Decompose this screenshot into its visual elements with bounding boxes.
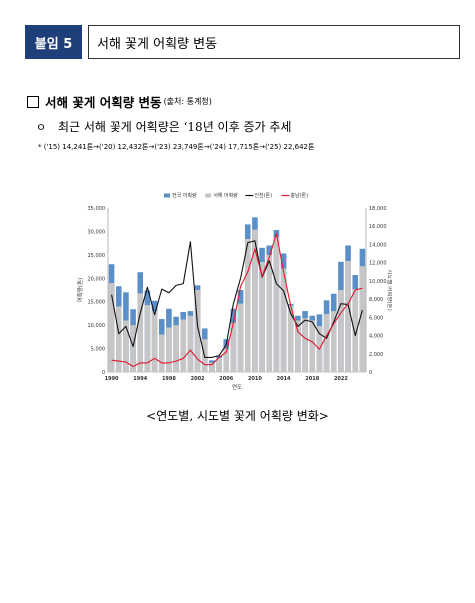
series-line — [111, 240, 363, 358]
bar-2004 — [209, 362, 215, 372]
bar-1993 — [130, 325, 136, 372]
series-line — [111, 232, 363, 368]
bar-2023 — [345, 260, 351, 372]
y-tick-label: 30,000 — [88, 229, 106, 235]
y-tick-label: 10,000 — [88, 323, 106, 329]
bar-2017 — [302, 318, 308, 372]
legend-label: 전국 어획량 — [172, 192, 197, 199]
bar-2009 — [244, 238, 251, 372]
y2-tick-label: 6,000 — [369, 315, 383, 321]
catch-volume-chart: 0 5,000 10,000 15,000 20,000 25,000 30,000 35,0… — [76, 192, 392, 391]
legend-label: 충남(톤) — [290, 192, 308, 199]
checkbox-square-icon — [27, 95, 39, 108]
x-tick-label: 1998 — [162, 376, 176, 382]
legend-swatch — [205, 193, 212, 198]
bar-2015 — [287, 305, 294, 372]
y2-tick-label: 2,000 — [369, 352, 383, 358]
figure-caption: <연도별, 시도별 꽃게 어획량 변화> — [146, 409, 329, 423]
legend-label: 인천(톤) — [254, 192, 272, 199]
bar-1991 — [115, 306, 122, 372]
bar-1990 — [108, 282, 115, 372]
bar-2002 — [194, 290, 201, 372]
y2-tick-label: 14,000 — [369, 242, 387, 248]
y2-tick-label: 18,000 — [369, 206, 387, 212]
bar-1995 — [144, 304, 151, 372]
x-tick-label: 1994 — [133, 376, 147, 382]
bar-2025 — [359, 266, 366, 372]
bar-1992 — [123, 320, 129, 372]
x-tick-label: 2014 — [277, 376, 291, 382]
bar-2005 — [216, 357, 222, 372]
bar-2013 — [273, 237, 280, 372]
bar-2016 — [295, 320, 301, 372]
bar-1994 — [137, 293, 144, 372]
bar-2022 — [338, 290, 344, 372]
bar-2008 — [237, 303, 244, 372]
y-tick-label: 20,000 — [88, 276, 106, 282]
legend-swatch — [164, 193, 170, 198]
y2-tick-label: 16,000 — [369, 224, 387, 230]
bar-2007 — [230, 322, 237, 372]
y2-tick-label: 4,000 — [369, 334, 383, 340]
x-tick-label: 2002 — [191, 376, 205, 382]
y2-axis-label: 시도별 어획량(톤) — [386, 269, 392, 310]
y-tick-label: 0 — [102, 370, 105, 376]
bar-2014 — [280, 268, 287, 372]
y2-tick-label: 12,000 — [369, 261, 387, 267]
y2-tick-label: 0 — [369, 370, 372, 376]
bar-2012 — [266, 254, 273, 372]
bar-2006 — [223, 348, 230, 372]
y2-tick-label: 8,000 — [369, 297, 383, 303]
bullet-point: ㅇ 최근 서해 꽃게 어획량은 ‘18년 이후 증가 추세 — [36, 118, 291, 135]
y-tick-label: 15,000 — [88, 300, 106, 306]
section-source: (출처: 통계청) — [163, 97, 212, 106]
y2-tick-label: 10,000 — [369, 279, 387, 285]
y-tick-label: 25,000 — [88, 253, 106, 259]
bullet-text: 최근 서해 꽃게 어획량은 ‘18년 이후 증가 추세 — [57, 120, 292, 134]
bar-2018 — [309, 320, 316, 372]
section-title: 서해 꽃게 어획량 변동 — [45, 95, 162, 110]
bar-2021 — [330, 311, 337, 372]
bar-1997 — [158, 334, 165, 372]
bar-1996 — [151, 311, 158, 372]
bar-2024 — [352, 289, 359, 372]
bar-1999 — [173, 325, 179, 372]
appendix-number-badge: 붙임 5 — [25, 25, 82, 59]
x-tick-label: 2018 — [305, 376, 319, 382]
bullet-marker: ㅇ — [36, 121, 47, 134]
bar-1998 — [166, 327, 172, 372]
x-tick-label: 2006 — [219, 376, 233, 382]
x-tick-label: 2022 — [334, 376, 348, 382]
legend-label: 서해 어획량 — [213, 192, 238, 199]
x-tick-label: 1990 — [105, 376, 119, 382]
y-axis-label: 어획량(톤) — [76, 278, 84, 303]
bar-2020 — [323, 313, 330, 372]
bar-2001 — [187, 315, 194, 372]
y-tick-label: 5,000 — [91, 347, 105, 353]
y-tick-label: 35,000 — [88, 206, 106, 212]
bar-2011 — [259, 261, 265, 372]
footnote: * ('15) 14,241톤→('20) 12,432톤→('23) 23,7… — [38, 143, 315, 151]
appendix-header: 붙임 5 서해 꽃게 어획량 변동 — [25, 25, 460, 59]
bar-2010 — [252, 229, 258, 372]
section-heading: 서해 꽃게 어획량 변동 (출처: 통계청) — [27, 92, 212, 111]
x-tick-label: 2010 — [248, 376, 262, 382]
appendix-title: 서해 꽃게 어획량 변동 — [88, 25, 460, 59]
x-axis-label: 연도 — [232, 383, 242, 391]
bar-2000 — [180, 319, 187, 372]
